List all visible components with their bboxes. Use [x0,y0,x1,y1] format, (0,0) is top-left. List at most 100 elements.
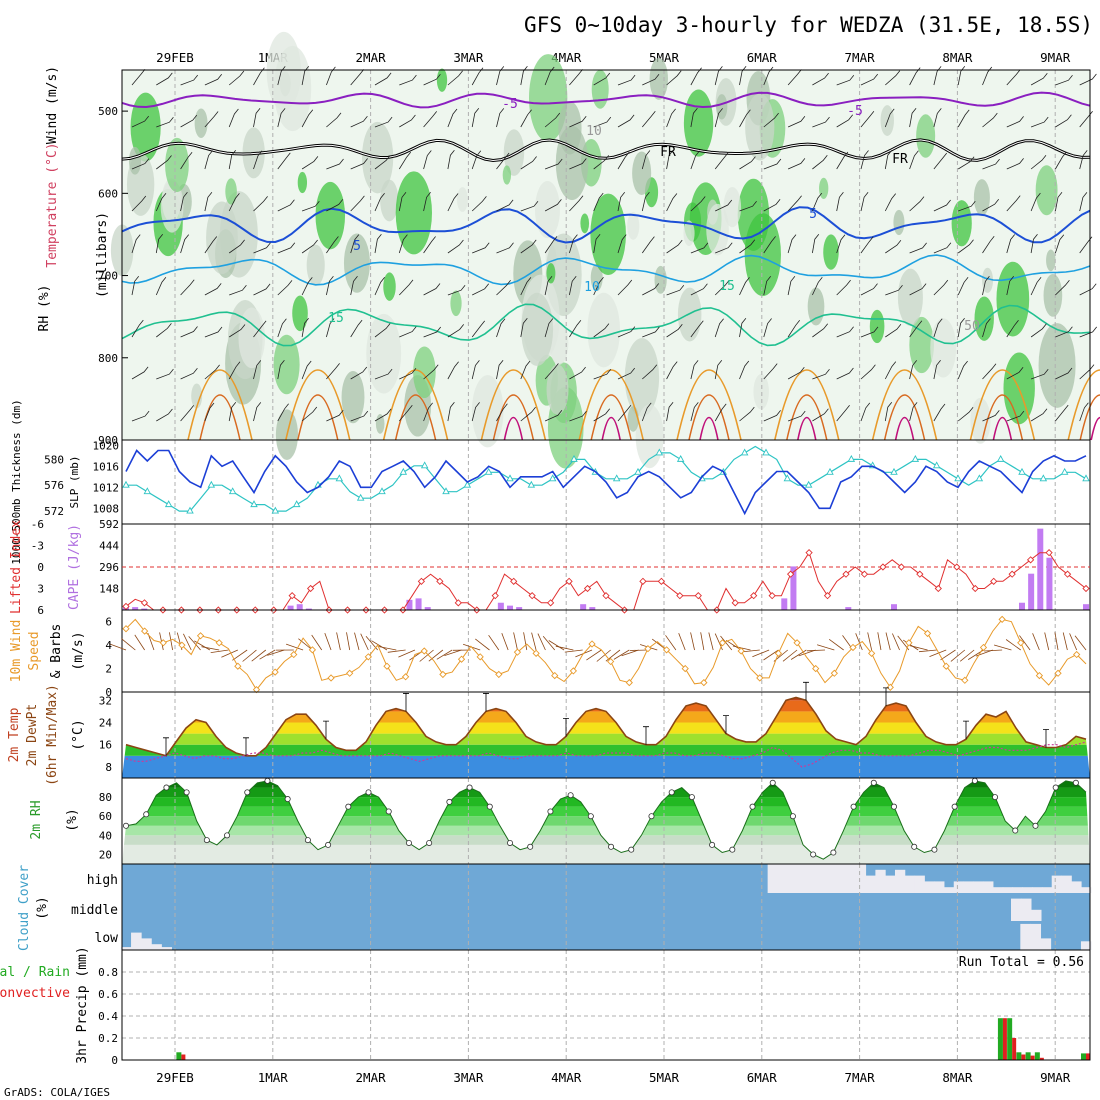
temp-contour-25 [1079,394,1100,441]
y-tick-label: 20 [99,848,112,861]
wind-speed-point [867,649,876,657]
cloud-high-bar [973,881,984,893]
wind-barb [398,234,408,254]
wind-barb [593,323,610,338]
rh-point [426,839,433,846]
wind-barb [763,363,778,380]
wind-speed-point [551,671,559,680]
rh-point [951,803,958,810]
wind-barb [398,151,412,170]
axis-label-wind: Wind (m/s) [45,66,60,144]
wind-barb [1006,367,1024,380]
rh-shade [375,414,385,434]
wind-barb [520,360,531,380]
wind-barb [860,283,878,296]
wind-barb [666,193,678,212]
wind-barb [183,633,192,651]
cloud-middle-bar [1021,898,1032,921]
wind-barb [1055,151,1067,170]
cloud-high-bar [836,864,847,893]
wind-barb [982,236,995,254]
temp-minmax-bar [1043,729,1049,748]
wind-barb [1079,402,1089,422]
wind-barb [933,242,952,254]
rh-point [810,851,817,858]
temp-contour-20 [1067,369,1100,441]
wind-barb [1006,410,1025,422]
wind-barb [787,158,806,170]
contour-label: -5 [502,97,518,112]
rh-shade [880,105,894,136]
lifted-index-point [842,570,850,578]
wind-barb [277,403,289,422]
wind-barb [593,408,611,422]
wind-barb [253,402,262,422]
wind-barb [253,107,261,128]
wind-speed-point [495,670,503,679]
cloud-high-bar [855,864,867,893]
rh-point [405,839,412,846]
rh-point [506,839,513,846]
wind-barb [787,366,805,380]
thickness-point [399,467,408,475]
temp-minmax-bar [243,737,249,756]
rh-shade [590,263,603,292]
wind-barb [544,410,563,422]
wind-barb [855,633,863,651]
y-tick-label: 40 [99,829,112,842]
temp-minmax-bar [803,681,809,701]
wind-barb [641,150,651,170]
lifted-index-point [750,592,758,600]
wind-barb [642,73,660,86]
wind-barb [984,649,1003,652]
wind-barb [253,283,271,296]
wind-barb [933,360,941,380]
wind-barb [346,632,351,651]
y-tick-label: 800 [98,352,118,365]
y-tick-label-right: 1012 [93,481,120,494]
wind-barb [326,410,344,422]
rh-point [284,796,291,803]
temp-minmax-bar [323,720,329,740]
wind-barb [918,649,937,653]
wind-barb [982,66,993,86]
wind-barb [666,284,685,296]
wind-barb [548,640,565,651]
wind-barb [1079,283,1097,296]
precip-convective-bar [1039,1057,1044,1060]
chart-title: GFS 0~10day 3-hourly for WEDZA (31.5E, 1… [524,13,1093,37]
wind-barb [690,107,698,128]
wind-barb [180,192,188,212]
wind-barb [354,632,360,651]
wind-barb [204,364,220,380]
wind-speed-point [513,648,522,656]
wind-barb [909,67,921,86]
temp-contour-25 [981,394,1024,441]
rh-shade [436,68,448,92]
cape-bar [305,608,312,610]
precip-convective-bar [181,1054,186,1060]
wind-barb [301,360,312,380]
cloud-high-bar [806,864,818,893]
wind-barb [885,284,903,296]
wind-barb [1055,234,1065,254]
date-label: 1MAR [258,1070,289,1085]
wind-barb [950,649,966,662]
axis-label-wind-part: (m/s) [71,631,86,670]
lifted-index-point [528,592,536,600]
wind-speed-point [252,686,261,694]
wind-barb [496,242,514,254]
wind-barb [228,193,240,212]
wind-speed-point [644,645,652,653]
panel-wind10m: 0 2 4 6 10m Wind Speed & Barbs (m/s) [9,609,1091,699]
wind-barb [1069,633,1078,651]
wind-barb [156,72,173,86]
wind-barb [690,150,700,170]
rh-shade [970,397,991,444]
wind-barb [520,277,532,296]
rh-shade [916,114,936,158]
thickness-point [463,480,472,488]
precip-total-bar [1007,1018,1013,1060]
wind-barb [156,155,172,170]
wind-barb [520,317,528,338]
